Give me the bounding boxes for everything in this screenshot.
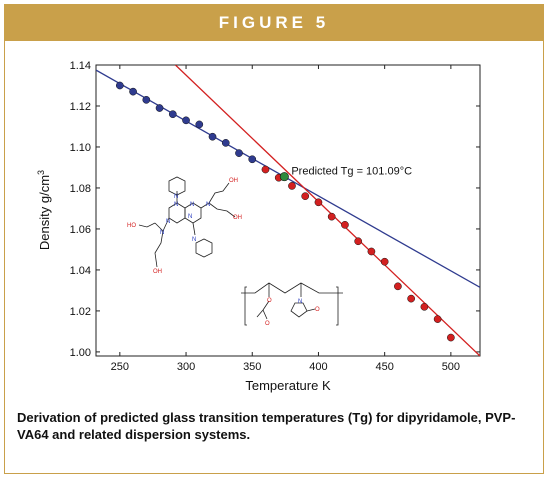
svg-text:N: N bbox=[190, 202, 194, 208]
pvpva64-atom-labels: O O N O bbox=[265, 298, 320, 327]
svg-text:N: N bbox=[174, 202, 178, 208]
y-tick-label: 1.00 bbox=[70, 347, 91, 359]
svg-text:N: N bbox=[192, 237, 196, 243]
data-point bbox=[261, 165, 270, 174]
data-point bbox=[420, 302, 429, 311]
data-point bbox=[447, 333, 455, 342]
y-axis-label-main: Density g/cm bbox=[37, 175, 52, 250]
data-point bbox=[407, 294, 415, 303]
y-axis-label: Density g/cm3 bbox=[36, 170, 52, 250]
data-point bbox=[314, 198, 323, 207]
data-point bbox=[182, 116, 190, 125]
density-temperature-chart: 250 300 350 400 450 500 1.00 1.02 1.04 1.06 1.08 1.… bbox=[36, 60, 481, 393]
fit-line bbox=[174, 65, 480, 356]
y-tick-label: 1.08 bbox=[70, 183, 91, 195]
data-point bbox=[394, 282, 402, 291]
data-point bbox=[142, 95, 151, 104]
y-tick-label: 1.02 bbox=[70, 306, 91, 318]
svg-text:HO: HO bbox=[127, 223, 136, 229]
plot-area bbox=[95, 64, 481, 357]
x-tick-label: 350 bbox=[243, 361, 261, 373]
svg-text:OH: OH bbox=[153, 269, 162, 275]
axis-ticks: 250 300 350 400 450 500 1.00 1.02 1.04 1.06 1.08 1.… bbox=[70, 60, 480, 373]
x-tick-label: 450 bbox=[375, 361, 393, 373]
data-point bbox=[208, 132, 217, 141]
data-point bbox=[288, 182, 296, 190]
svg-text:O: O bbox=[265, 321, 270, 327]
data-point bbox=[341, 220, 349, 229]
data-point bbox=[129, 87, 137, 96]
data-point bbox=[155, 104, 164, 112]
y-tick-label: 1.12 bbox=[70, 101, 91, 113]
svg-text:O: O bbox=[267, 298, 272, 304]
svg-text:N: N bbox=[206, 202, 210, 208]
svg-text:N: N bbox=[160, 230, 164, 236]
data-point bbox=[248, 155, 257, 164]
x-tick-label: 400 bbox=[309, 361, 327, 373]
tg-annotation: Predicted Tg = 101.09°C bbox=[279, 166, 412, 182]
figure-banner: FIGURE 5 bbox=[5, 5, 543, 41]
svg-text:N: N bbox=[166, 219, 170, 225]
data-point bbox=[301, 192, 310, 201]
data-point bbox=[354, 237, 363, 246]
tg-point bbox=[279, 172, 289, 182]
data-point bbox=[168, 110, 177, 119]
figure-card: FIGURE 5 250 300 350 400 450 500 1.00 1.02 1.04 1… bbox=[4, 4, 544, 474]
svg-text:O: O bbox=[315, 307, 320, 313]
data-point bbox=[433, 315, 442, 323]
y-tick-label: 1.04 bbox=[70, 265, 91, 277]
y-tick-label: 1.06 bbox=[70, 224, 91, 236]
data-point bbox=[235, 149, 243, 157]
svg-text:N: N bbox=[174, 194, 178, 200]
data-point bbox=[221, 139, 230, 147]
data-point bbox=[380, 257, 389, 266]
dipyridamole-atom-labels: N N N N N N N N OH OH HO OH bbox=[127, 178, 242, 275]
svg-text:OH: OH bbox=[233, 215, 242, 221]
y-axis-label-superscript: 3 bbox=[36, 170, 46, 175]
figure-caption: Derivation of predicted glass transition… bbox=[17, 410, 516, 442]
x-tick-label: 250 bbox=[111, 361, 129, 373]
dipyridamole-structure-icon bbox=[138, 176, 236, 268]
data-point bbox=[195, 120, 204, 129]
y-tick-label: 1.10 bbox=[70, 142, 91, 154]
data-point bbox=[367, 247, 376, 256]
x-axis-label: Temperature K bbox=[245, 378, 331, 393]
x-tick-label: 300 bbox=[177, 361, 195, 373]
svg-text:N: N bbox=[298, 299, 302, 305]
x-tick-label: 500 bbox=[442, 361, 460, 373]
svg-text:N: N bbox=[188, 214, 192, 220]
data-point bbox=[327, 212, 336, 221]
y-tick-label: 1.14 bbox=[70, 60, 91, 72]
svg-text:OH: OH bbox=[229, 178, 238, 184]
tg-label: Predicted Tg = 101.09°C bbox=[291, 166, 412, 178]
pvpva64-structure-icon bbox=[241, 282, 343, 326]
data-point bbox=[115, 81, 124, 90]
